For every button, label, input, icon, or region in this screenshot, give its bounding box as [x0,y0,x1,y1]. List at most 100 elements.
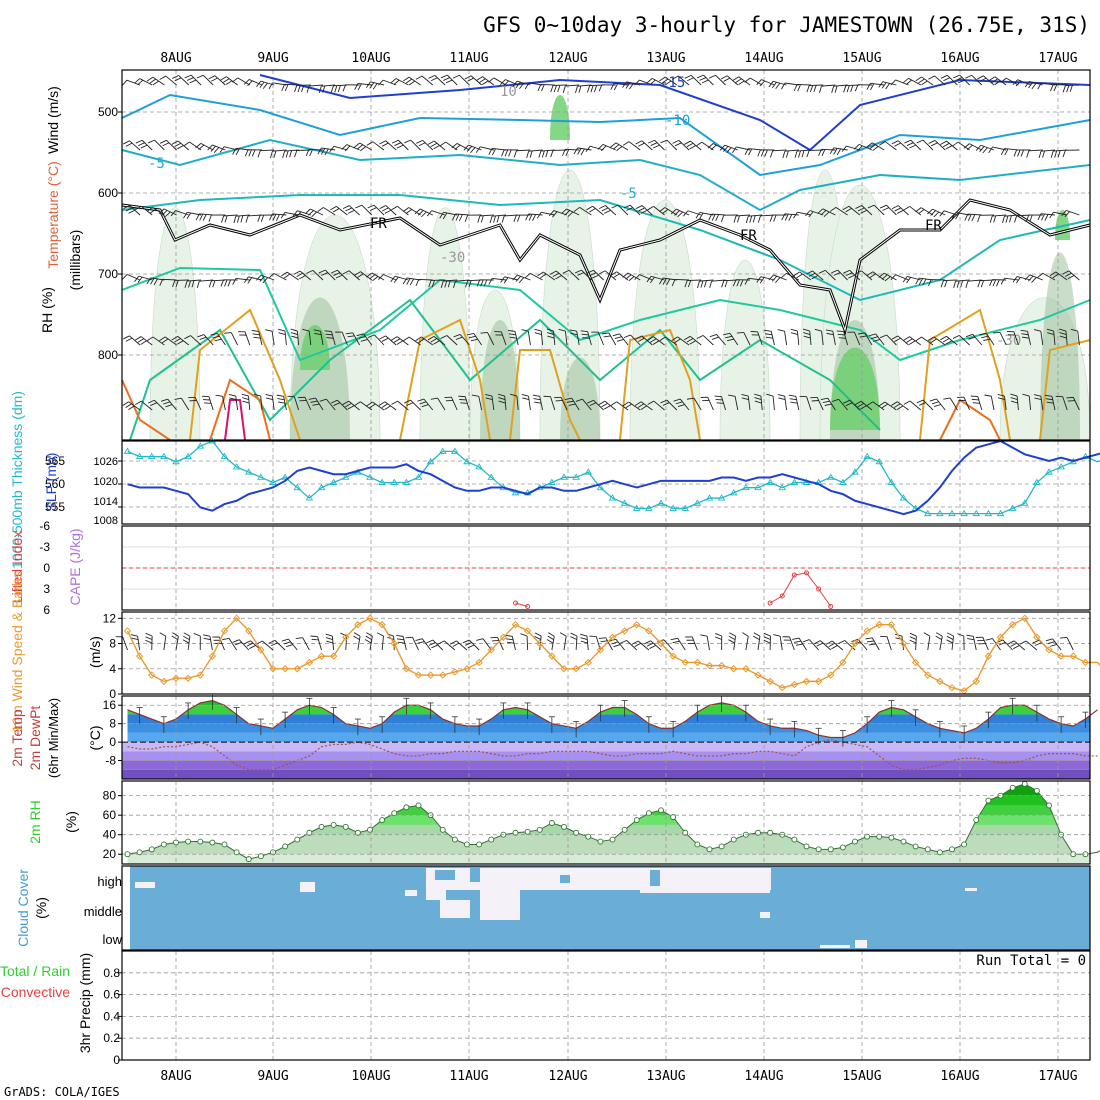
wind-barb-flag [210,333,218,336]
wind-barb-flag [405,78,413,84]
rh-marker [791,836,798,843]
wind-barb-flag [903,206,910,211]
wind-barb-flag [662,209,669,214]
tick-label: 500 [98,105,118,119]
wind-barb-flag [195,143,202,149]
panel-frame [121,69,1091,441]
wind-barb [678,140,690,151]
thickness-marker [402,478,411,485]
wind-barb [699,279,714,282]
wind-barb-flag [769,214,774,222]
wind-barb-flag [935,635,942,641]
tick-label: 700 [98,267,118,281]
wind-barb-flag [711,214,716,221]
wind-barb [235,278,250,281]
tick-label: 0.2 [103,1031,120,1045]
wind-barb-flag [659,277,664,285]
wind-barb-flag [824,403,832,406]
wind-barb-flag [550,150,554,158]
wind-barb [418,278,433,281]
wind-barb [653,400,665,411]
wind-barb-flag [430,77,438,82]
wind-barb [1055,271,1068,281]
rh-marker [706,846,713,853]
upper-bg [122,70,1090,440]
wind-barb-flag [784,213,789,221]
wind-barb-flag [326,337,334,339]
wind-barb-flag [512,274,518,281]
rh-marker [379,817,386,824]
thickness-marker [1020,499,1029,506]
wind-barb [312,270,324,281]
temperature-contour [939,398,1001,441]
wind-barb-flag [426,210,433,217]
wind-speed-marker [790,680,799,689]
wind-barb-flag [366,272,373,278]
wind-barb [455,213,470,216]
wind-barb-flag [1046,328,1054,332]
wind-barb-flag [470,338,478,342]
wind-barb-flag [224,279,228,287]
credit: GrADS: COLA/IGES [4,1085,120,1099]
wind-barb-flag [674,142,682,147]
wind-barb-flag [715,632,722,637]
wind-barb-flag [517,214,521,222]
wind-barb-flag [341,144,348,150]
wind-barb [141,400,153,411]
wind-barb-flag [845,208,852,213]
wind-speed-marker [633,620,641,629]
wind-barb-flag [797,84,801,92]
wind-barb-flag [427,335,435,341]
wind-barb-flag [440,280,444,288]
wind-barb-flag [616,146,623,152]
wind-barb-flag [834,85,838,93]
wind-barb-flag [660,399,668,404]
wind-barb-flag [140,144,148,149]
wind-barb-flag [771,275,778,282]
rh-marker [257,853,264,860]
wind-barb-flag [417,641,425,644]
wind-barb-flag [285,150,289,158]
wind-barb-flag [699,77,707,81]
wind-barb-flag [794,150,798,158]
wind-barb-flag [613,144,620,150]
wind-barb-flag [806,270,813,275]
wind-barb-flag [203,634,211,637]
wind-barb [861,270,873,281]
wind-barb-flag [249,644,256,649]
wind-barb-flag [163,401,171,405]
wind-barb-flag [553,85,557,93]
wind-barb [1053,331,1056,346]
rh-band [127,805,1090,816]
wind-barb-flag [145,632,153,637]
wind-speed-marker [693,658,702,667]
wind-barb-flag [314,332,322,336]
wind-barb-flag [764,149,768,157]
wind-barb-flag [790,401,798,404]
wind-barb-flag [760,149,765,157]
wind-barb-flag [135,400,142,405]
wind-barb-flag [1046,401,1054,404]
date-label-top: 11AUG [449,51,488,66]
wind-barb-flag [1052,273,1059,279]
rh-marker [330,821,337,828]
wind-barb-flag [455,336,463,340]
tick-label-right: 1014 [94,496,118,508]
wind-barb [516,149,531,152]
wind-barb-flag [707,143,714,149]
wind-barb [212,144,226,151]
wind-barb-flag [507,329,516,332]
rh-marker [415,802,422,809]
wind-barb-flag [575,86,578,94]
date-label-top: 13AUG [646,51,685,66]
wind-barb-flag [677,404,685,408]
wind-barb-flag [404,399,411,404]
wind-barb-flag [518,277,525,284]
wind-barb [374,334,385,346]
wind-barb [747,396,751,411]
temperature-contour [121,93,1091,177]
wind-barb-flag [128,405,135,411]
wind-barb-flag [384,405,391,411]
wind-barb-flag [458,214,463,221]
wind-barb [726,75,739,86]
